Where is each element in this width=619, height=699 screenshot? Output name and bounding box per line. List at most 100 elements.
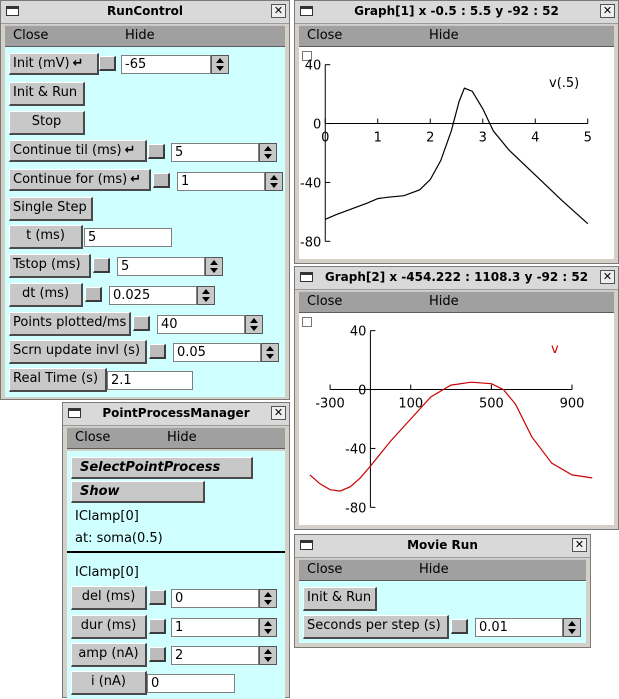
graph2-canvas[interactable]: v -300 100 500 900 40 0 -40 -80 xyxy=(299,313,614,525)
close-icon[interactable]: ✕ xyxy=(271,406,286,420)
menu-close[interactable]: Close xyxy=(307,562,343,577)
menu-close[interactable]: Close xyxy=(307,294,343,309)
graph2-window: Graph[2] x -454.222 : 1108.3 y -92 : 52 … xyxy=(294,266,619,530)
tstop-button[interactable]: Tstop (ms) xyxy=(9,254,91,278)
movie-run-menubar: Close Hide xyxy=(299,559,586,581)
amp-checkbox[interactable] xyxy=(149,647,166,662)
dur-spinner[interactable] xyxy=(259,618,277,637)
graph1-corner-box[interactable] xyxy=(302,51,312,61)
dt-spinner[interactable] xyxy=(197,286,215,305)
continue-til-label: Continue til (ms) xyxy=(13,143,122,158)
show-button[interactable]: Show xyxy=(71,481,205,503)
x-tick-label: 500 xyxy=(479,397,504,412)
del-checkbox[interactable] xyxy=(149,590,166,605)
stop-button[interactable]: Stop xyxy=(9,111,85,135)
seconds-per-step-spinner[interactable] xyxy=(563,618,581,637)
continue-til-spinner[interactable] xyxy=(259,143,277,162)
init-spinner[interactable] xyxy=(211,55,229,74)
continue-til-field[interactable]: 5 xyxy=(171,143,259,162)
continue-til-button[interactable]: Continue til (ms) ↵ xyxy=(9,140,147,162)
continue-for-field[interactable]: 1 xyxy=(177,172,265,191)
points-plotted-spinner[interactable] xyxy=(245,315,263,334)
init-value-field[interactable]: -65 xyxy=(121,55,211,74)
graph1-canvas[interactable]: v(.5) 0 1 2 3 4 5 40 0 -40 -80 xyxy=(299,47,614,259)
menu-close[interactable]: Close xyxy=(75,430,111,445)
amp-field[interactable]: 2 xyxy=(171,646,259,665)
close-icon[interactable]: ✕ xyxy=(572,538,587,552)
menu-hide[interactable]: Hide xyxy=(419,562,449,577)
menu-close[interactable]: Close xyxy=(13,28,49,43)
window-menu-icon[interactable] xyxy=(300,540,313,550)
graph2-corner-box[interactable] xyxy=(302,317,312,327)
return-icon: ↵ xyxy=(124,143,136,158)
tstop-checkbox[interactable] xyxy=(93,258,110,273)
scrn-update-checkbox[interactable] xyxy=(149,344,166,359)
window-title: PointProcessManager xyxy=(102,406,250,420)
i-button[interactable]: i (nA) xyxy=(71,671,147,695)
ppm-panel-top: SelectPointProcess Show IClamp[0] at: so… xyxy=(67,451,285,551)
dt-button[interactable]: dt (ms) xyxy=(9,283,83,307)
close-icon[interactable]: ✕ xyxy=(600,4,615,18)
points-plotted-button[interactable]: Points plotted/ms xyxy=(9,312,131,336)
seconds-per-step-field[interactable]: 0.01 xyxy=(475,618,563,637)
continue-for-spinner[interactable] xyxy=(265,172,283,191)
close-icon[interactable]: ✕ xyxy=(271,4,286,18)
points-plotted-checkbox[interactable] xyxy=(133,316,150,331)
seconds-per-step-checkbox[interactable] xyxy=(451,619,468,634)
del-button[interactable]: del (ms) xyxy=(71,586,147,610)
init-checkbox[interactable] xyxy=(99,56,116,71)
dur-button[interactable]: dur (ms) xyxy=(71,615,147,639)
scrn-update-spinner[interactable] xyxy=(261,343,279,362)
scrn-update-field[interactable]: 0.05 xyxy=(173,343,261,362)
amp-button[interactable]: amp (nA) xyxy=(71,643,147,667)
graph1-window: Graph[1] x -0.5 : 5.5 y -92 : 52 ✕ Close… xyxy=(294,0,619,264)
points-plotted-field[interactable]: 40 xyxy=(157,315,245,334)
tstop-field[interactable]: 5 xyxy=(117,257,205,276)
real-time-button[interactable]: Real Time (s) xyxy=(9,368,107,392)
window-menu-icon[interactable] xyxy=(300,6,313,16)
graph2-menubar: Close Hide xyxy=(299,291,614,313)
graph1-titlebar[interactable]: Graph[1] x -0.5 : 5.5 y -92 : 52 ✕ xyxy=(295,1,618,24)
menu-close[interactable]: Close xyxy=(307,28,343,43)
continue-til-checkbox[interactable] xyxy=(148,144,165,159)
movie-init-run-button[interactable]: Init & Run xyxy=(303,587,377,611)
del-spinner[interactable] xyxy=(259,589,277,608)
menu-hide[interactable]: Hide xyxy=(167,430,197,445)
scrn-update-button[interactable]: Scrn update invl (s) xyxy=(9,340,147,364)
seconds-per-step-button[interactable]: Seconds per step (s) xyxy=(303,615,449,639)
menu-hide[interactable]: Hide xyxy=(429,294,459,309)
window-menu-icon[interactable] xyxy=(6,6,19,16)
runcontrol-titlebar[interactable]: RunControl ✕ xyxy=(1,1,289,24)
amp-spinner[interactable] xyxy=(259,646,277,665)
dt-field[interactable]: 0.025 xyxy=(109,286,197,305)
graph1-menubar: Close Hide xyxy=(299,25,614,47)
menu-hide[interactable]: Hide xyxy=(429,28,459,43)
close-icon[interactable]: ✕ xyxy=(600,270,615,284)
select-point-process-button[interactable]: SelectPointProcess xyxy=(71,457,253,479)
ppm-menubar: Close Hide xyxy=(67,427,285,449)
del-field[interactable]: 0 xyxy=(171,589,259,608)
x-tick-label: 3 xyxy=(479,131,487,146)
dur-checkbox[interactable] xyxy=(149,619,166,634)
t-button[interactable]: t (ms) xyxy=(9,225,83,249)
series-line xyxy=(325,87,589,225)
menu-hide[interactable]: Hide xyxy=(125,28,155,43)
movie-run-window: Movie Run ✕ Close Hide Init & Run Second… xyxy=(294,534,591,648)
window-menu-icon[interactable] xyxy=(300,272,313,282)
graph2-plot: v -300 100 500 900 40 0 -40 -80 xyxy=(309,325,593,516)
graph2-titlebar[interactable]: Graph[2] x -454.222 : 1108.3 y -92 : 52 … xyxy=(295,267,618,290)
tstop-spinner[interactable] xyxy=(205,257,223,276)
continue-for-button[interactable]: Continue for (ms) ↵ xyxy=(9,169,151,191)
single-step-button[interactable]: Single Step xyxy=(9,197,93,221)
ppm-titlebar[interactable]: PointProcessManager ✕ xyxy=(63,403,289,426)
movie-run-titlebar[interactable]: Movie Run ✕ xyxy=(295,535,590,558)
continue-for-checkbox[interactable] xyxy=(153,173,170,188)
init-run-button[interactable]: Init & Run xyxy=(9,82,85,106)
y-tick-label: 0 xyxy=(313,118,321,133)
y-tick-label: -40 xyxy=(345,442,366,457)
dur-field[interactable]: 1 xyxy=(171,618,259,637)
dt-checkbox[interactable] xyxy=(85,287,102,302)
window-menu-icon[interactable] xyxy=(68,408,81,418)
init-button[interactable]: Init (mV) ↵ xyxy=(9,53,99,75)
t-field[interactable]: 5 xyxy=(84,228,172,247)
